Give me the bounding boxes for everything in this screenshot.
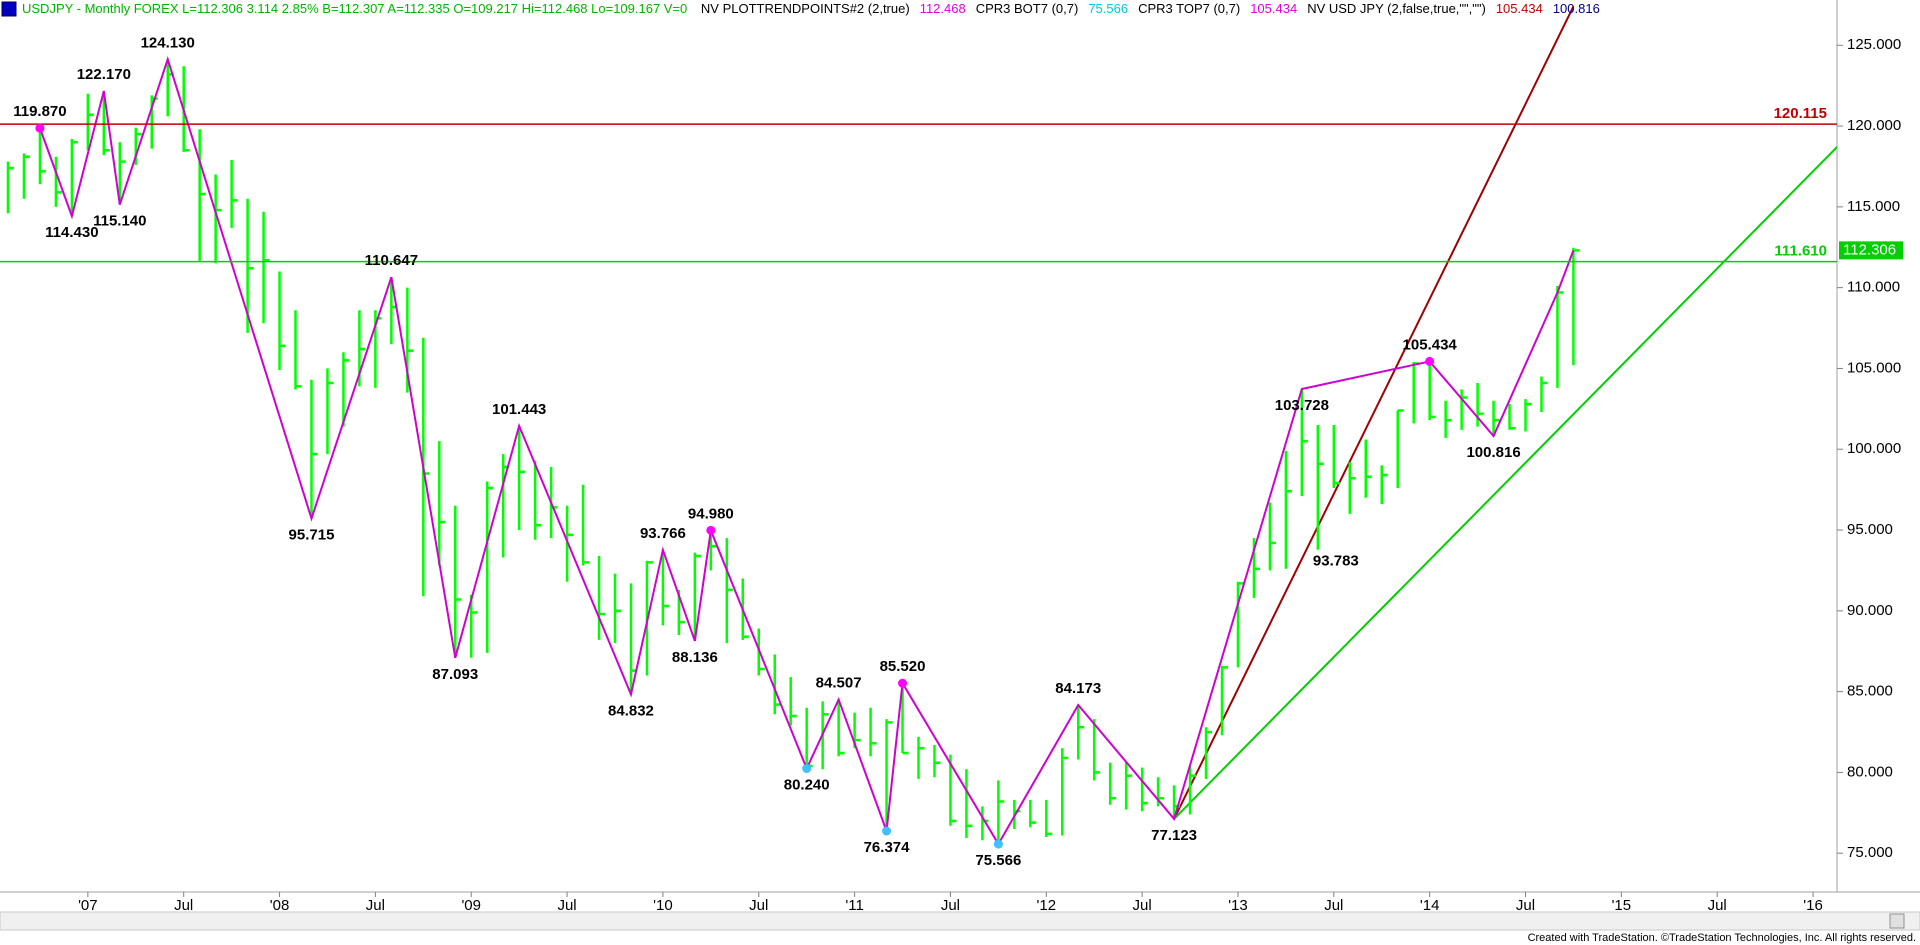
pivot-label: 94.980 <box>688 505 734 522</box>
level-label: 120.115 <box>1774 105 1827 122</box>
x-tick-label: '14 <box>1420 897 1440 914</box>
pivot-label: 85.520 <box>880 658 926 675</box>
trend-line <box>1173 6 1575 820</box>
pivot-label: 75.566 <box>975 852 1021 869</box>
pivot-label: 115.140 <box>93 213 146 230</box>
header-item: NV USD JPY (2,false,true,"","") <box>1307 1 1486 16</box>
annotation-label: 93.783 <box>1313 553 1359 570</box>
y-tick-label: 90.000 <box>1847 602 1893 619</box>
header-item: 112.468 <box>920 1 966 16</box>
x-tick-label: '12 <box>1037 897 1057 914</box>
x-tick-label: Jul <box>557 897 576 914</box>
header-item: CPR3 BOT7 (0,7) <box>976 1 1079 16</box>
x-tick-label: Jul <box>1133 897 1152 914</box>
y-tick-label: 105.000 <box>1847 359 1901 376</box>
x-tick-label: '10 <box>653 897 673 914</box>
x-tick-label: '07 <box>78 897 98 914</box>
pivot-label: 119.870 <box>13 103 66 120</box>
x-tick-label: '08 <box>270 897 290 914</box>
header-item: 100.816 <box>1553 1 1600 16</box>
symbol-icon[interactable] <box>1 1 17 17</box>
pivot-label: 84.832 <box>608 702 654 719</box>
pivot-marker <box>882 826 892 836</box>
pivot-label: 103.728 <box>1275 397 1329 414</box>
header-item: 105.434 <box>1250 1 1297 16</box>
level-label: 111.610 <box>1774 243 1827 260</box>
x-tick-label: '13 <box>1228 897 1248 914</box>
pivot-label: 76.374 <box>864 839 911 856</box>
y-tick-label: 95.000 <box>1847 521 1893 538</box>
pivot-label: 101.443 <box>492 401 546 418</box>
pivot-marker <box>706 525 716 535</box>
x-tick-label: Jul <box>174 897 193 914</box>
pivot-label: 124.130 <box>141 34 195 51</box>
scroll-button[interactable] <box>1889 913 1905 929</box>
pivot-label: 84.173 <box>1055 680 1101 697</box>
pivot-label: 84.507 <box>816 675 862 692</box>
pivot-marker <box>1425 356 1435 366</box>
pivot-label: 93.766 <box>640 525 686 542</box>
pivot-label: 88.136 <box>672 649 718 666</box>
pivot-marker <box>35 123 45 133</box>
header: USDJPY - Monthly FOREX L=112.306 3.114 2… <box>22 1 1600 16</box>
credit: Created with TradeStation. ©TradeStation… <box>1528 932 1916 944</box>
pivot-marker <box>993 839 1003 849</box>
x-tick-label: '15 <box>1612 897 1632 914</box>
pivot-marker <box>898 678 908 688</box>
header-item: USDJPY - Monthly FOREX L=112.306 3.114 2… <box>22 1 691 16</box>
x-tick-label: Jul <box>366 897 385 914</box>
header-item: 75.566 <box>1088 1 1128 16</box>
header-item: CPR3 TOP7 (0,7) <box>1138 1 1240 16</box>
y-tick-label: 110.000 <box>1847 279 1900 296</box>
trend-line <box>1173 145 1837 820</box>
pivot-label: 114.430 <box>45 224 98 241</box>
scrollbar[interactable] <box>0 911 1920 931</box>
y-tick-label: 115.000 <box>1847 198 1900 215</box>
last-price-box <box>1839 241 1903 260</box>
x-tick-label: '11 <box>845 897 863 914</box>
x-tick-label: Jul <box>1324 897 1343 914</box>
x-tick-label: Jul <box>1516 897 1535 914</box>
y-tick-label: 125.000 <box>1847 36 1901 53</box>
pivot-label: 100.816 <box>1466 444 1520 461</box>
y-tick-label: 75.000 <box>1847 844 1893 861</box>
x-tick-label: Jul <box>749 897 768 914</box>
last-price-label: 112.306 <box>1843 241 1896 258</box>
y-tick-label: 120.000 <box>1847 117 1901 134</box>
x-tick-label: Jul <box>941 897 960 914</box>
pivot-label: 77.123 <box>1151 827 1197 844</box>
pivot-label: 87.093 <box>432 666 478 683</box>
x-tick-label: Jul <box>1708 897 1727 914</box>
pivot-marker <box>802 764 812 774</box>
header-item: NV PLOTTRENDPOINTS#2 (2,true) <box>701 1 910 16</box>
pivot-label: 110.647 <box>365 252 418 269</box>
pivot-label: 105.434 <box>1403 336 1458 353</box>
x-tick-label: '09 <box>461 897 481 914</box>
y-tick-label: 85.000 <box>1847 683 1893 700</box>
y-tick-label: 80.000 <box>1847 763 1893 780</box>
pivot-label: 80.240 <box>784 777 830 794</box>
pivot-label: 95.715 <box>289 526 335 543</box>
pivot-label: 122.170 <box>77 66 131 83</box>
x-tick-label: '16 <box>1803 897 1823 914</box>
header-item: 105.434 <box>1496 1 1543 16</box>
y-tick-label: 100.000 <box>1847 440 1901 457</box>
